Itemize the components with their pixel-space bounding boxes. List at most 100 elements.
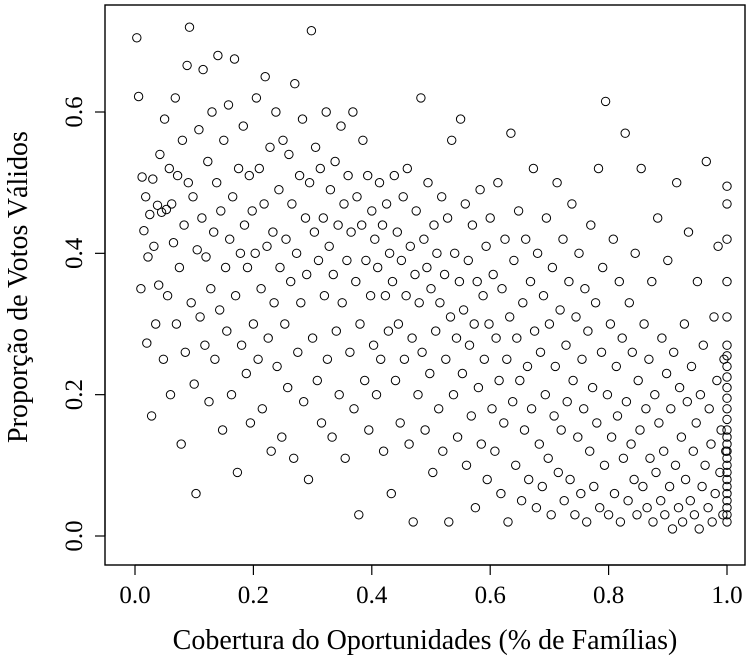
data-point <box>381 199 392 209</box>
data-point <box>429 220 439 230</box>
data-point <box>722 414 732 425</box>
data-point <box>648 517 658 527</box>
data-point <box>650 390 660 400</box>
data-point <box>600 96 611 107</box>
data-point <box>543 453 553 463</box>
data-point <box>490 446 500 456</box>
data-point <box>653 213 663 223</box>
data-point <box>307 333 318 343</box>
data-point <box>216 206 226 216</box>
data-point <box>455 114 466 124</box>
data-point <box>434 404 444 414</box>
data-point <box>707 517 717 527</box>
data-point <box>722 372 732 382</box>
data-point <box>275 262 285 273</box>
data-point <box>319 291 330 301</box>
data-point <box>423 178 433 188</box>
data-point <box>685 496 695 506</box>
data-point <box>633 375 643 386</box>
data-point <box>692 276 703 287</box>
data-point <box>485 213 495 223</box>
data-point <box>408 517 418 527</box>
data-point <box>529 326 540 336</box>
data-point <box>357 220 367 230</box>
data-point <box>284 149 294 160</box>
data-point <box>426 284 436 294</box>
data-point <box>283 382 293 393</box>
data-point <box>215 305 225 315</box>
data-point <box>722 312 732 322</box>
data-point <box>210 354 220 364</box>
data-point <box>710 488 720 499</box>
data-point <box>159 114 170 124</box>
data-point <box>183 178 194 188</box>
data-point <box>242 262 253 273</box>
data-point <box>555 305 565 315</box>
data-point <box>165 390 176 400</box>
data-point <box>330 156 340 167</box>
data-point <box>722 517 732 527</box>
data-point <box>260 72 270 82</box>
x-tick-label: 0.4 <box>356 582 388 609</box>
data-point <box>716 425 726 435</box>
data-point <box>422 262 432 273</box>
data-point <box>722 425 732 435</box>
data-point <box>348 107 358 117</box>
data-point <box>679 319 690 329</box>
data-point <box>162 291 173 301</box>
data-point <box>389 170 399 181</box>
data-point <box>722 361 732 372</box>
data-point <box>491 333 501 343</box>
data-point <box>695 390 706 400</box>
data-point <box>573 432 583 442</box>
data-point <box>156 207 167 218</box>
data-point <box>229 54 240 64</box>
data-point <box>435 298 445 308</box>
data-point <box>395 418 405 428</box>
data-point <box>189 379 199 389</box>
data-point <box>442 213 453 223</box>
data-point <box>506 128 516 138</box>
data-point <box>469 319 479 329</box>
data-point <box>154 280 164 290</box>
data-point <box>540 390 550 400</box>
data-point <box>312 375 322 386</box>
data-point <box>614 276 624 287</box>
data-point <box>476 439 486 449</box>
data-point <box>281 234 291 244</box>
data-point <box>709 312 719 322</box>
data-point <box>235 248 246 259</box>
data-point <box>722 276 732 287</box>
data-point <box>265 142 275 153</box>
data-point <box>315 163 325 174</box>
data-point <box>488 269 498 280</box>
data-point <box>155 149 165 160</box>
data-point <box>722 481 732 492</box>
data-point <box>327 432 337 442</box>
data-point <box>466 411 476 421</box>
data-point <box>331 326 341 336</box>
data-point <box>722 496 732 506</box>
data-point <box>447 135 457 146</box>
data-point <box>559 496 569 506</box>
data-point <box>225 234 235 244</box>
data-point <box>437 192 447 202</box>
data-point <box>493 178 503 188</box>
data-point <box>188 192 198 202</box>
data-point <box>445 312 456 322</box>
data-point <box>167 199 177 209</box>
data-point <box>457 368 468 379</box>
data-point <box>603 510 614 520</box>
data-point <box>544 319 555 329</box>
data-point <box>522 361 533 372</box>
data-point <box>659 446 669 456</box>
data-point <box>339 199 349 209</box>
data-point <box>528 163 539 174</box>
data-point <box>360 375 370 386</box>
data-point <box>272 361 282 372</box>
data-point <box>132 33 142 43</box>
data-point <box>537 481 547 492</box>
data-point <box>383 326 394 336</box>
data-point <box>617 333 627 343</box>
